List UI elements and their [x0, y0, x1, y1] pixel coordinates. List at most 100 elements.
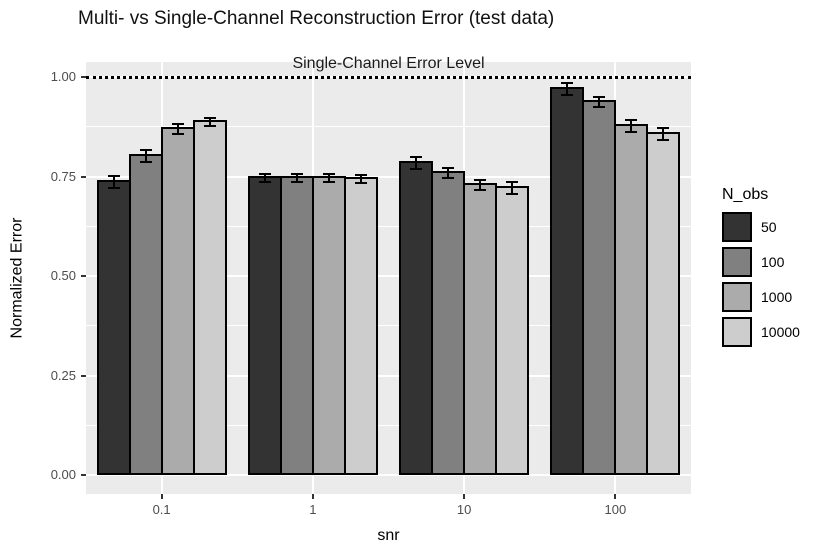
error-bar — [203, 117, 216, 127]
legend-key-swatch — [722, 212, 752, 242]
x-tick-cell: 10 — [398, 494, 530, 517]
reference-line — [86, 76, 691, 79]
x-tick-mark — [160, 494, 163, 499]
y-tick-label: 1.00 — [50, 69, 76, 84]
y-major-gridline — [86, 175, 691, 178]
bar-nobs-1000-snr-1 — [311, 173, 346, 475]
bar-nobs-50-snr-1 — [247, 173, 282, 475]
error-bar-line — [327, 175, 330, 181]
bar-groups — [86, 62, 691, 494]
y-tick-mark — [81, 474, 86, 476]
legend-key-swatch — [722, 247, 752, 277]
y-tick-mark — [81, 275, 86, 277]
bar-nobs-50-snr-100 — [550, 82, 585, 475]
error-bar — [258, 173, 271, 183]
error-bar — [474, 179, 487, 191]
x-axis: 0.1 1 10 100 — [86, 494, 691, 517]
bar-nobs-100-snr-1 — [279, 173, 314, 475]
x-tick-label: 10 — [456, 502, 472, 517]
bar-nobs-10000-snr-0.1 — [192, 117, 227, 475]
x-axis-title: snr — [377, 527, 400, 544]
error-bar-line — [566, 84, 569, 94]
bar-nobs-50-snr-0.1 — [96, 175, 131, 475]
legend-key-label: 50 — [761, 219, 777, 235]
plot-title: Multi- vs Single-Channel Reconstruction … — [78, 8, 555, 29]
error-bar-line — [511, 183, 514, 193]
legend-entry: 10000 — [722, 317, 800, 347]
plot-panel — [86, 62, 691, 494]
y-tick-mark — [81, 76, 86, 78]
error-bar-line — [630, 121, 633, 131]
bar-nobs-100-snr-100 — [582, 96, 617, 475]
error-bar — [657, 127, 670, 141]
bar-nobs-100-snr-10 — [431, 167, 466, 475]
legend-key-label: 1000 — [761, 289, 793, 305]
bar-nobs-10000-snr-100 — [646, 127, 681, 475]
error-bar — [354, 174, 367, 184]
y-tick-label: 0.00 — [50, 467, 76, 482]
y-tick-label: 0.75 — [50, 168, 76, 184]
error-bar-line — [479, 181, 482, 189]
y-minor-gridline — [86, 225, 691, 227]
bar-group-snr-0.1 — [96, 62, 228, 494]
legend-key-label: 10000 — [761, 324, 800, 340]
legend-entry: 1000 — [722, 282, 800, 312]
x-tick-label: 1 — [309, 502, 317, 517]
bar-group-snr-10 — [398, 62, 530, 494]
y-minor-gridline — [86, 126, 691, 128]
y-major-gridline — [86, 474, 691, 476]
bar-nobs-1000-snr-10 — [463, 179, 498, 475]
error-bar — [561, 82, 574, 96]
y-tick-label: 0.50 — [50, 268, 76, 283]
x-tick-cell: 100 — [549, 494, 681, 517]
bar-group-snr-100 — [549, 62, 681, 494]
error-bar — [593, 96, 606, 108]
y-tick-mark — [81, 175, 86, 178]
error-bar-line — [112, 177, 115, 187]
x-tick-cell: 0.1 — [96, 494, 228, 517]
error-bar-line — [263, 175, 266, 181]
error-bar — [290, 173, 303, 183]
x-tick-label: 100 — [604, 502, 627, 517]
x-tick-mark — [614, 494, 617, 499]
legend-key-swatch — [722, 282, 752, 312]
bar-nobs-10000-snr-1 — [343, 174, 378, 475]
error-bar-line — [598, 98, 601, 106]
error-bar — [625, 119, 638, 133]
error-bar-line — [208, 119, 211, 125]
error-bar-line — [662, 129, 665, 139]
reference-line-label: Single-Channel Error Level — [292, 55, 485, 72]
legend: N_obs 50 100 1000 10000 — [722, 186, 800, 352]
y-minor-gridline — [86, 424, 691, 426]
error-bar — [171, 123, 184, 135]
bar-nobs-50-snr-10 — [399, 156, 434, 475]
x-tick-cell: 1 — [247, 494, 379, 517]
error-bar — [107, 175, 120, 189]
error-bar-line — [359, 176, 362, 182]
x-tick-mark — [463, 494, 466, 499]
bar-nobs-1000-snr-0.1 — [160, 123, 195, 475]
error-bar-line — [295, 175, 298, 181]
error-bar — [139, 149, 152, 163]
legend-key-swatch — [722, 317, 752, 347]
bar-nobs-1000-snr-100 — [614, 119, 649, 475]
error-bar-line — [176, 125, 179, 133]
legend-entries: 50 100 1000 10000 — [722, 212, 800, 347]
error-bar-line — [144, 151, 147, 161]
x-tick-label: 0.1 — [152, 502, 171, 517]
legend-entry: 100 — [722, 247, 800, 277]
y-tick-label: 0.25 — [50, 367, 76, 383]
legend-title: N_obs — [722, 186, 769, 203]
legend-entry: 50 — [722, 212, 800, 242]
y-major-gridline — [86, 275, 691, 277]
y-minor-gridline — [86, 325, 691, 327]
x-tick-mark — [311, 494, 314, 499]
error-bar — [442, 167, 455, 179]
error-bar — [322, 173, 335, 183]
error-bar-line — [415, 158, 418, 168]
legend-key-label: 100 — [761, 254, 785, 270]
bar-nobs-100-snr-0.1 — [128, 149, 163, 475]
error-bar-line — [447, 169, 450, 177]
bar-group-snr-1 — [247, 62, 379, 494]
